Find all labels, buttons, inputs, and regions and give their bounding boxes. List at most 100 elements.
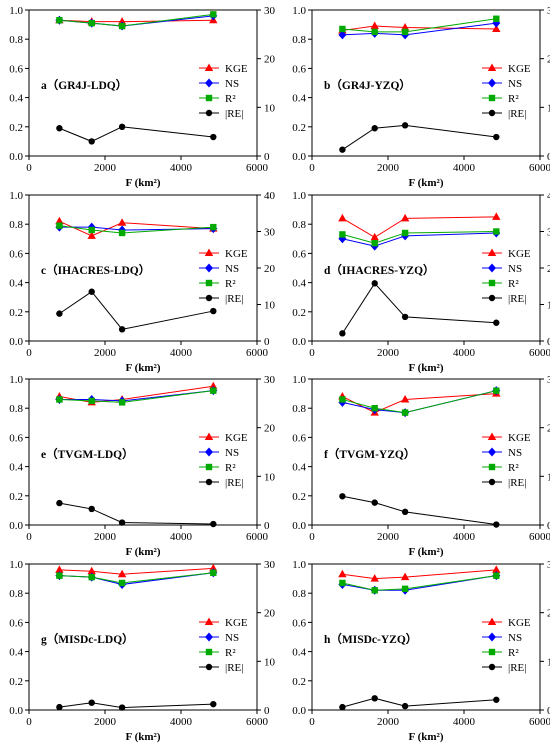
legend-marker [488, 94, 496, 102]
series-line [342, 232, 497, 247]
series-line [342, 25, 497, 31]
y-tick-label: 0.8 [292, 34, 306, 46]
y-tick-label: 0.0 [292, 520, 306, 532]
data-point [401, 585, 409, 593]
x-tick-label: 4000 [170, 531, 193, 543]
data-point [339, 146, 346, 153]
y2-tick-label: 20 [547, 423, 550, 435]
legend-label: NS [508, 263, 522, 275]
x-tick-label: 4000 [170, 347, 193, 359]
data-point [88, 505, 95, 513]
x-tick-label: 2000 [94, 531, 117, 543]
series-line [59, 220, 214, 237]
data-point [118, 519, 126, 526]
series-line [342, 569, 497, 580]
series-line [59, 702, 214, 709]
data-point [210, 11, 217, 18]
y2-tick-label: 0 [547, 705, 550, 717]
legend-marker [205, 447, 213, 457]
y-tick-label: 0.0 [292, 151, 306, 163]
legend-marker [205, 263, 213, 273]
data-point [88, 699, 95, 706]
x-tick-label: 0 [309, 531, 315, 543]
data-point [493, 133, 500, 141]
y2-tick-label: 0 [547, 336, 550, 348]
data-point [56, 499, 63, 507]
panel-label: c（IHACRES-LDQ） [41, 263, 150, 277]
data-point [493, 15, 500, 22]
series-line [59, 502, 214, 525]
legend-label: |RE| [508, 293, 526, 305]
legend-marker [204, 432, 214, 440]
y-tick-label: 1.0 [9, 374, 23, 386]
data-point [209, 563, 218, 572]
x-tick-label: 4000 [170, 716, 193, 728]
data-point [371, 125, 378, 132]
data-point [56, 396, 63, 403]
y-tick-label: 1.0 [292, 374, 306, 386]
legend-marker [204, 617, 214, 625]
panel-label: e（TVGM-LDQ） [41, 447, 134, 461]
data-point [401, 122, 409, 129]
data-point [88, 288, 95, 295]
y-tick-label: 1.0 [9, 559, 23, 571]
y2-tick-label: 30 [264, 559, 276, 571]
data-point [56, 125, 63, 132]
y-tick-label: 0.2 [292, 491, 306, 503]
data-point [118, 579, 126, 587]
data-point [339, 330, 346, 337]
series-line [342, 124, 497, 151]
x-tick-label: 0 [309, 347, 315, 359]
legend-label: KGE [225, 63, 248, 75]
data-point [210, 569, 217, 576]
x-tick-label: 4000 [453, 716, 476, 728]
data-point [210, 307, 217, 315]
x-axis-label: F (km²) [126, 546, 161, 558]
y-tick-label: 1.0 [292, 5, 306, 17]
legend-marker [488, 78, 496, 88]
legend-label: NS [225, 447, 239, 459]
panel-label: g（MISDc-LDQ） [41, 632, 134, 646]
legend-marker [205, 663, 213, 671]
y2-tick-label: 30 [547, 227, 550, 239]
legend-label: R² [508, 93, 519, 105]
legend-marker [488, 463, 496, 471]
data-point [492, 24, 501, 32]
x-tick-label: 2000 [377, 716, 400, 728]
series-line [342, 18, 497, 33]
series-line [59, 291, 214, 330]
data-point [338, 569, 347, 578]
data-point [400, 572, 410, 581]
y-tick-label: 1.0 [9, 5, 23, 17]
data-point [493, 572, 500, 579]
series-line [59, 126, 214, 142]
legend-marker [205, 294, 213, 302]
chart-panel: 0 2000 4000 6000 F (km²) 0.0 0.2 0.4 0.6 0.8 1.0 0 1… [9, 559, 275, 743]
chart-panel: 0 2000 4000 6000 F (km²) 0.0 0.2 0.4 0.6 0.8 1.0 0 1… [292, 190, 550, 374]
data-point [56, 310, 63, 317]
y2-tick-label: 20 [547, 54, 550, 66]
y-tick-label: 0.0 [292, 705, 306, 717]
y2-tick-label: 20 [264, 423, 276, 435]
y-tick-label: 0.8 [9, 403, 23, 415]
legend-marker [488, 478, 496, 486]
x-axis-label: F (km²) [409, 362, 444, 374]
y-tick-label: 0.2 [292, 307, 306, 319]
y2-tick-label: 0 [547, 151, 550, 163]
legend-marker [488, 109, 496, 117]
legend-label: NS [225, 78, 239, 90]
y2-tick-label: 30 [547, 5, 550, 17]
data-point [492, 565, 501, 573]
y-tick-label: 0.6 [9, 617, 23, 629]
data-point [339, 703, 346, 711]
y-tick-label: 0.4 [292, 278, 306, 290]
data-point [370, 21, 379, 30]
data-point [339, 579, 346, 587]
series-line [342, 575, 497, 591]
data-point [401, 28, 409, 36]
x-axis-label: F (km²) [126, 731, 161, 743]
legend-label: R² [508, 462, 519, 474]
data-point [117, 218, 127, 226]
data-point [370, 574, 379, 582]
